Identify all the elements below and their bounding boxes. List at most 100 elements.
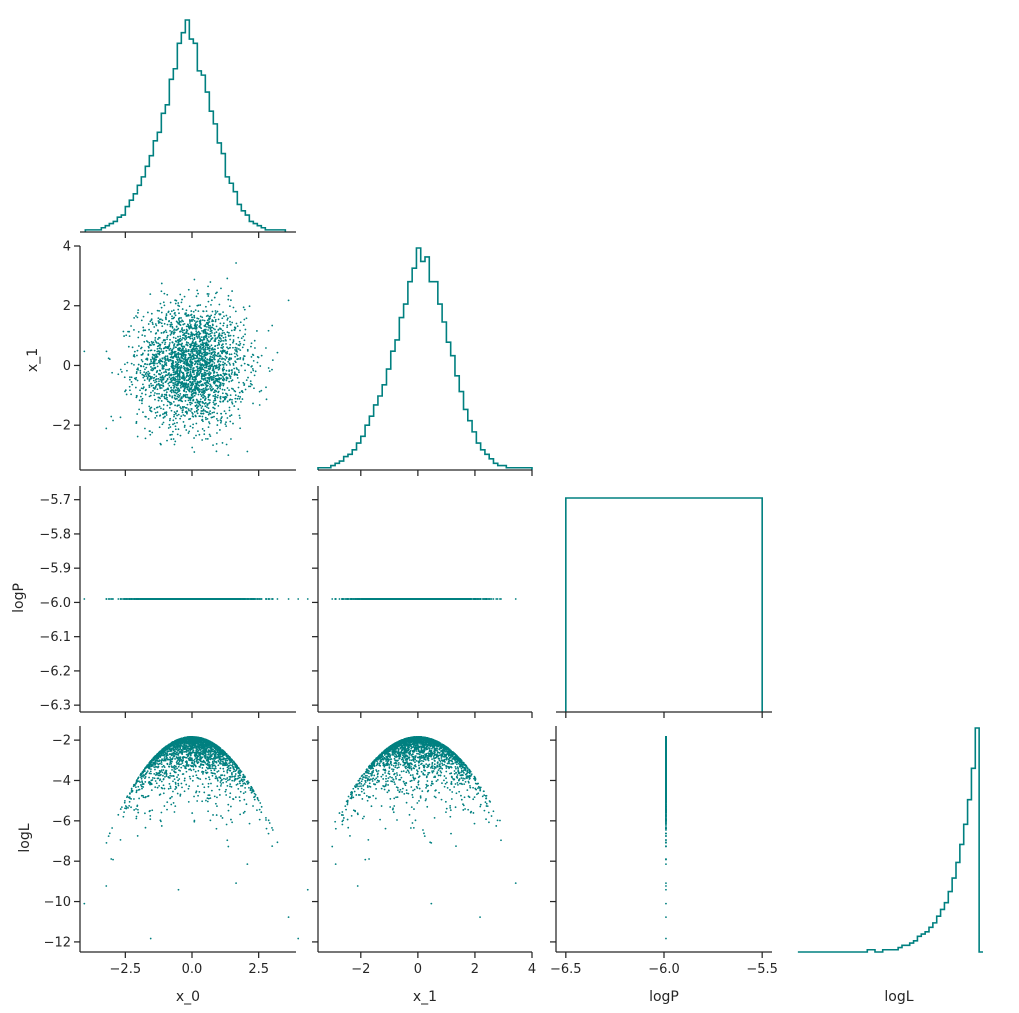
scatter-point	[201, 344, 204, 347]
scatter-point	[162, 331, 165, 334]
scatter-point	[220, 412, 222, 415]
scatter-point	[193, 437, 195, 439]
scatter-point	[179, 330, 182, 333]
scatter-point	[163, 395, 166, 398]
scatter-point	[208, 321, 211, 323]
scatter-point	[183, 367, 186, 369]
scatter-point	[187, 383, 190, 385]
scatter-point	[151, 342, 154, 345]
scatter-point	[228, 370, 231, 373]
scatter-point	[202, 365, 205, 368]
scatter-point	[204, 387, 207, 389]
scatter-point	[201, 405, 204, 408]
scatter-point	[190, 408, 193, 410]
scatter-point	[200, 364, 203, 366]
scatter-point	[146, 363, 149, 366]
scatter-point	[209, 376, 212, 378]
scatter-point	[208, 421, 210, 423]
scatter-point	[198, 433, 201, 436]
scatter-point	[170, 310, 173, 313]
scatter-point	[206, 358, 209, 361]
scatter-point	[191, 377, 194, 379]
scatter-point	[131, 383, 134, 386]
scatter-point	[187, 408, 190, 410]
scatter-point	[222, 400, 225, 402]
scatter-point	[170, 363, 173, 365]
scatter-point	[128, 330, 131, 333]
scatter-point	[178, 312, 180, 315]
scatter-point	[225, 314, 228, 317]
scatter-point	[154, 336, 157, 339]
scatter-point	[204, 328, 207, 331]
scatter-point	[197, 367, 200, 370]
scatter-point	[175, 320, 178, 323]
scatter-point	[222, 324, 225, 327]
scatter-point	[229, 334, 232, 337]
scatter-point	[178, 369, 181, 372]
scatter-point	[183, 361, 186, 364]
scatter-point	[166, 336, 169, 339]
scatter-point	[225, 369, 228, 372]
scatter-point	[188, 349, 190, 351]
scatter-point	[192, 371, 194, 374]
scatter-point	[225, 342, 227, 345]
scatter-point	[221, 363, 224, 366]
scatter-point	[162, 382, 165, 385]
scatter-point	[182, 355, 185, 358]
scatter-point	[189, 403, 192, 406]
scatter-point	[140, 399, 143, 402]
scatter-point	[193, 338, 196, 341]
scatter-point	[145, 366, 148, 369]
scatter-point	[251, 353, 254, 356]
scatter-point	[212, 401, 215, 404]
scatter-point	[157, 377, 160, 380]
scatter-point	[226, 417, 229, 419]
scatter-point	[207, 293, 210, 295]
scatter-point	[185, 309, 188, 312]
scatter-point	[222, 357, 225, 360]
scatter-point	[256, 361, 259, 364]
scatter-point	[215, 377, 218, 380]
scatter-point	[214, 393, 217, 396]
scatter-point	[146, 376, 149, 379]
scatter-point	[213, 348, 216, 351]
scatter-point	[139, 369, 142, 372]
scatter-point	[136, 435, 139, 438]
scatter-point	[237, 357, 240, 360]
scatter-point	[197, 292, 199, 295]
scatter-point	[196, 363, 199, 365]
scatter-point	[175, 363, 178, 366]
scatter-point	[198, 349, 201, 351]
scatter-point	[173, 422, 176, 425]
scatter-point	[220, 352, 223, 354]
scatter-point	[161, 357, 164, 360]
scatter-point	[169, 334, 172, 336]
scatter-point	[239, 342, 242, 345]
scatter-point	[224, 397, 227, 400]
scatter-point	[204, 377, 207, 380]
scatter-point	[200, 384, 203, 387]
scatter-point	[224, 359, 227, 361]
scatter-point	[181, 409, 184, 412]
scatter-point	[174, 425, 177, 428]
scatter-point	[179, 352, 181, 355]
scatter-point	[187, 368, 190, 371]
scatter-point	[141, 402, 143, 405]
scatter-point	[143, 371, 146, 373]
scatter-point	[250, 345, 252, 348]
scatter-point	[195, 360, 198, 363]
scatter-point	[177, 356, 180, 359]
scatter-point	[207, 388, 210, 391]
scatter-point	[129, 389, 131, 392]
scatter-point	[111, 371, 114, 374]
scatter-point	[150, 330, 152, 333]
scatter-point	[190, 383, 193, 386]
scatter-point	[233, 405, 236, 407]
scatter-point	[181, 342, 184, 345]
scatter-point	[152, 360, 155, 363]
scatter-point	[203, 373, 206, 376]
scatter-point	[205, 381, 207, 384]
scatter-point	[213, 296, 216, 299]
scatter-point	[229, 415, 231, 417]
scatter-point	[181, 337, 184, 339]
